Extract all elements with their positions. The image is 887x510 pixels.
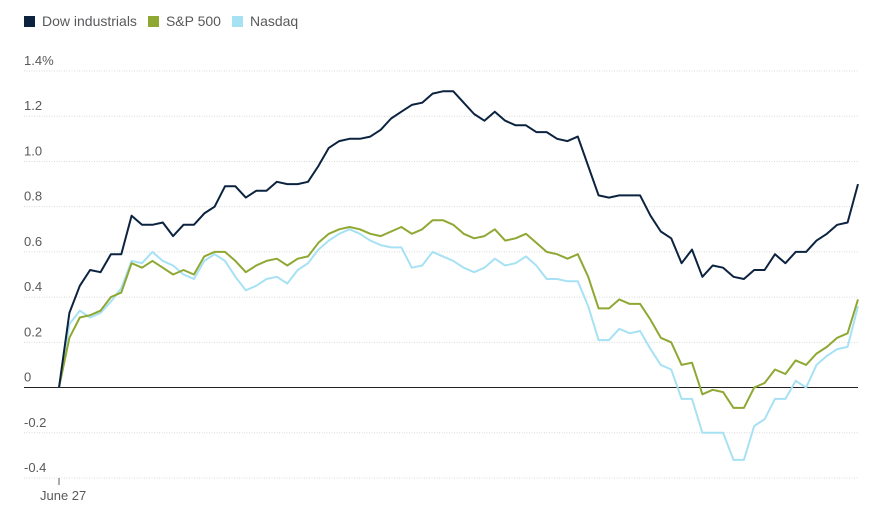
y-tick-label: 1.2 bbox=[24, 98, 42, 113]
legend: Dow industrials S&P 500 Nasdaq bbox=[24, 13, 309, 29]
y-tick-label: 0.4 bbox=[24, 279, 42, 294]
x-tick-label: June 27 bbox=[40, 488, 86, 503]
y-tick-label: 0.8 bbox=[24, 189, 42, 204]
y-tick-label: 1.0 bbox=[24, 143, 42, 158]
legend-swatch-dow bbox=[24, 15, 35, 27]
y-tick-label: -0.4 bbox=[24, 460, 46, 475]
legend-item-sp500: S&P 500 bbox=[147, 13, 221, 29]
series-line-sp500 bbox=[58, 219, 859, 409]
y-axis-labels: 1.4% 1.2 1.0 0.8 0.6 0.4 0.2 0 -0.2 -0.4 bbox=[24, 53, 54, 475]
legend-label-nasdaq: Nasdaq bbox=[249, 13, 299, 29]
legend-swatch-nasdaq bbox=[231, 15, 243, 27]
legend-item-nasdaq: Nasdaq bbox=[231, 13, 299, 29]
y-tick-label: 0.2 bbox=[24, 324, 42, 339]
series-line-nasdaq bbox=[58, 228, 859, 461]
gridlines bbox=[24, 70, 858, 479]
y-tick-label: 1.4% bbox=[24, 53, 54, 68]
legend-swatch-sp500 bbox=[147, 15, 159, 27]
legend-label-dow: Dow industrials bbox=[42, 13, 137, 29]
legend-label-sp500: S&P 500 bbox=[165, 13, 221, 29]
y-tick-label: 0.6 bbox=[24, 234, 42, 249]
y-tick-label: -0.2 bbox=[24, 415, 46, 430]
x-axis: June 27 bbox=[40, 478, 86, 503]
series-line-dow bbox=[58, 90, 859, 388]
series-lines bbox=[58, 90, 859, 461]
y-tick-label: 0 bbox=[24, 370, 31, 385]
legend-item-dow: Dow industrials bbox=[24, 13, 137, 29]
